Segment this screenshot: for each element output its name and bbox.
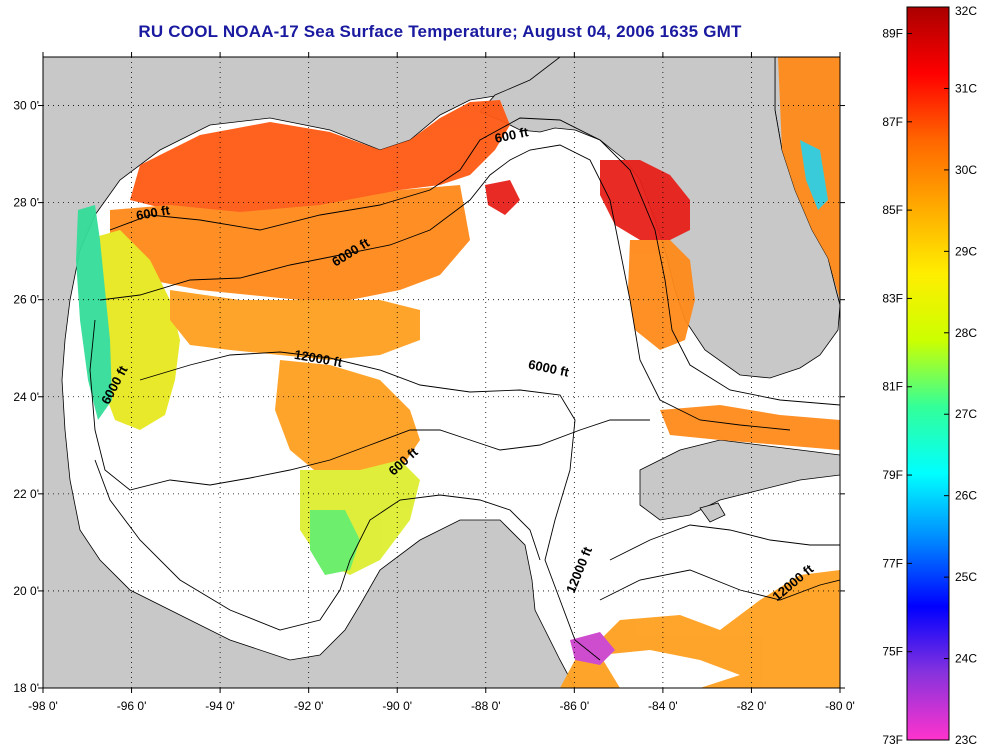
fahrenheit-label: 73F — [882, 733, 903, 747]
lat-tick-label: 20 0' — [13, 584, 39, 598]
lon-tick-label: -86 0' — [560, 699, 590, 713]
fahrenheit-label: 81F — [882, 380, 903, 394]
contour-600ft-yucatan — [94, 459, 541, 631]
contour-12000ft-caribbean — [609, 524, 840, 561]
lon-tick-label: -80 0' — [825, 699, 855, 713]
lat-tick-label: 18 0' — [13, 681, 39, 695]
lon-tick-label: -92 0' — [294, 699, 324, 713]
lon-tick-label: -82 0' — [737, 699, 767, 713]
lat-tick-label: 28 0' — [13, 196, 39, 210]
fahrenheit-label: 85F — [882, 203, 903, 217]
lat-tick-label: 30 0' — [13, 99, 39, 113]
contour-label: 600 ft — [493, 124, 530, 146]
colorbar: 32C 31C 30C 29C 28C 27C 26C 25C 24C 23C 89F 87F 85F 8… — [882, 4, 977, 747]
lon-tick-label: -94 0' — [205, 699, 235, 713]
lon-tick-label: -84 0' — [648, 699, 678, 713]
sst-campeche-green — [310, 510, 360, 575]
celsius-label: 26C — [955, 489, 977, 503]
celsius-label: 32C — [955, 4, 977, 18]
contour-6000ft-west — [89, 319, 650, 491]
lat-tick-label: 26 0' — [13, 293, 39, 307]
celsius-label: 27C — [955, 407, 977, 421]
map-frame — [42, 56, 841, 689]
sst-caribbean-magenta — [570, 632, 615, 665]
contour-label: 600 ft — [135, 202, 172, 223]
axis-ticks: -98 0' -96 0' -94 0' -92 0' -90 0' -88 0' -86 … — [13, 52, 855, 713]
fahrenheit-label: 89F — [882, 26, 903, 40]
fahrenheit-label: 87F — [882, 115, 903, 129]
map-title: RU COOL NOAA-17 Sea Surface Temperature;… — [138, 22, 742, 41]
celsius-label: 25C — [955, 570, 977, 584]
celsius-label: 29C — [955, 244, 977, 258]
lat-tick-label: 22 0' — [13, 487, 39, 501]
contour-12000ft — [139, 351, 601, 661]
celsius-label: 30C — [955, 163, 977, 177]
sst-west-green — [76, 205, 112, 420]
sst-caribbean-white — [600, 650, 740, 688]
celsius-label: 31C — [955, 81, 977, 95]
cuba-land — [639, 439, 840, 521]
lon-tick-label: -98 0' — [28, 699, 58, 713]
celsius-label: 23C — [955, 733, 977, 747]
sst-mississippi-red — [485, 180, 520, 215]
sst-atlantic-cyan — [800, 140, 828, 210]
celsius-label: 28C — [955, 326, 977, 340]
colorbar-gradient — [906, 6, 950, 741]
contour-6000ft-caribbean — [599, 569, 840, 601]
sst-north-orange — [110, 185, 470, 300]
celsius-label: 24C — [955, 652, 977, 666]
lat-tick-label: 24 0' — [13, 390, 39, 404]
fahrenheit-label: 79F — [882, 468, 903, 482]
contour-6000ft-north — [99, 144, 791, 431]
sst-campeche-orange — [275, 360, 420, 480]
lon-tick-label: -88 0' — [471, 699, 501, 713]
lon-tick-label: -96 0' — [117, 699, 147, 713]
lon-tick-label: -90 0' — [382, 699, 412, 713]
bathymetry-contours — [89, 117, 840, 661]
isle-of-youth-land — [699, 502, 726, 523]
fahrenheit-label: 77F — [882, 556, 903, 570]
contour-600ft-north — [109, 117, 840, 406]
colorbar-labels: 32C 31C 30C 29C 28C 27C 26C 25C 24C 23C 89F 87F 85F 8… — [882, 4, 977, 747]
sst-central-orange — [170, 290, 420, 360]
fahrenheit-label: 83F — [882, 291, 903, 305]
sst-north-band — [130, 100, 510, 215]
sst-florida-red — [600, 160, 690, 240]
fahrenheit-label: 75F — [882, 645, 903, 659]
lat-lon-grid — [43, 57, 840, 688]
sst-florida-orange — [628, 240, 695, 350]
sst-data-layer — [76, 57, 840, 688]
sst-keys-orange — [660, 405, 840, 450]
